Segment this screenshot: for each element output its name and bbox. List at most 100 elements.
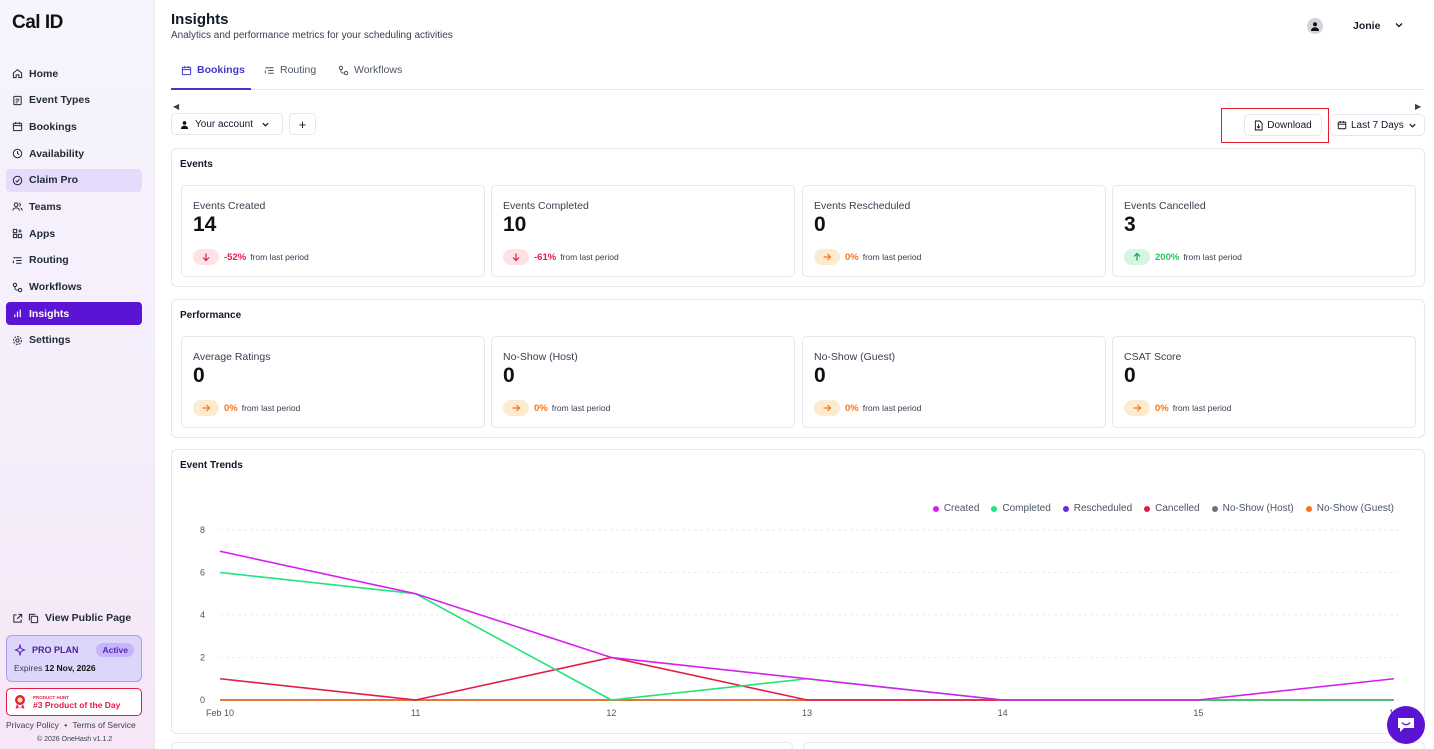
account-select[interactable]: Your account: [171, 113, 283, 135]
change-suffix: from last period: [560, 252, 619, 262]
tab-bookings[interactable]: Bookings: [181, 64, 245, 76]
user-menu[interactable]: Jonie: [1307, 18, 1404, 34]
account-select-label: Your account: [195, 118, 254, 130]
sidebar-item-settings[interactable]: Settings: [6, 329, 142, 352]
x-tick-label: 13: [802, 708, 812, 718]
sidebar-item-label: Claim Pro: [29, 174, 79, 187]
tab-workflows[interactable]: Workflows: [338, 64, 402, 76]
legend-label: Cancelled: [1155, 503, 1200, 514]
sidebar-item-apps[interactable]: Apps: [6, 222, 142, 245]
sidebar-item-workflows[interactable]: Workflows: [6, 276, 142, 299]
user-icon: [180, 120, 189, 129]
change-suffix: from last period: [862, 252, 922, 262]
event-types-icon: [12, 95, 23, 106]
legend-item[interactable]: Completed: [991, 503, 1051, 514]
sidebar-nav: Home Event Types Bookings Availability C…: [6, 62, 142, 356]
x-tick-label: Feb 10: [206, 708, 234, 718]
legend-item[interactable]: Rescheduled: [1062, 503, 1132, 514]
routing-icon: [12, 255, 23, 266]
sidebar-item-routing[interactable]: Routing: [6, 249, 142, 272]
sidebar-item-label: Routing: [29, 254, 69, 267]
users-icon: [12, 201, 23, 212]
change-percent: 0%: [224, 402, 238, 414]
events-section: Events Events Created 14 -52% from last …: [171, 148, 1425, 287]
stat-card-events-completed: Events Completed 10 -61% from last perio…: [491, 185, 795, 277]
privacy-policy-link[interactable]: Privacy Policy: [6, 720, 59, 730]
stat-label: CSAT Score: [1124, 351, 1182, 363]
stat-label: Events Created: [193, 200, 266, 212]
legend-label: No-Show (Host): [1222, 503, 1294, 514]
scroll-left-arrow-icon[interactable]: ◀: [173, 102, 180, 111]
sidebar-item-teams[interactable]: Teams: [6, 195, 142, 218]
legend-item[interactable]: No-Show (Guest): [1305, 503, 1394, 514]
tab-label: Bookings: [197, 64, 245, 76]
download-button[interactable]: Download: [1244, 114, 1322, 136]
calendar-icon: [1337, 120, 1347, 130]
claim-pro-icon: [12, 175, 23, 186]
view-public-page-link[interactable]: View Public Page: [12, 612, 131, 624]
footer-links: Privacy Policy • Terms of Service: [6, 720, 136, 730]
series-line-completed: [219, 571, 1394, 701]
stat-value: 14: [193, 213, 217, 236]
copyright: © 2026 OneHash v1.1.2: [37, 736, 113, 743]
chat-icon: [1396, 716, 1416, 734]
active-tab-indicator: [171, 88, 251, 90]
legend-swatch: [932, 505, 939, 512]
stat-label: Events Rescheduled: [814, 200, 911, 212]
arrow-right-icon: [503, 400, 529, 416]
stat-label: Events Cancelled: [1124, 200, 1206, 212]
sidebar-item-home[interactable]: Home: [6, 62, 142, 85]
terms-of-service-link[interactable]: Terms of Service: [72, 720, 136, 730]
stat-card-csat-score: CSAT Score 0 0% from last period: [1112, 336, 1416, 428]
insights-tabs: Bookings Routing Workflows: [171, 56, 1425, 90]
file-download-icon: [1254, 120, 1263, 131]
sidebar-item-label: Apps: [29, 227, 56, 240]
legend-item[interactable]: Created: [932, 503, 980, 514]
y-tick-label: 6: [200, 568, 205, 578]
arrow-right-icon: [1124, 400, 1150, 416]
change-suffix: from last period: [551, 403, 611, 413]
bar-chart-icon: [12, 308, 23, 319]
chart-legend: Created Completed Rescheduled Cancelled …: [921, 503, 1394, 514]
sidebar-item-event-types[interactable]: Event Types: [6, 89, 142, 112]
stat-change: -52% from last period: [193, 249, 309, 265]
change-suffix: from last period: [1183, 252, 1242, 262]
sidebar: Cal ID Home Event Types Bookings Availab…: [0, 0, 155, 749]
legend-swatch: [1211, 505, 1218, 512]
stat-change: 0% from last period: [814, 249, 921, 265]
page-title: Insights: [171, 11, 229, 28]
arrow-right-icon: [814, 249, 840, 265]
legend-label: Created: [943, 503, 980, 514]
sidebar-item-claim-pro[interactable]: Claim Pro: [6, 168, 142, 192]
stat-value: 3: [1124, 213, 1136, 236]
legend-item[interactable]: No-Show (Host): [1211, 503, 1294, 514]
stat-label: No-Show (Host): [503, 351, 578, 363]
add-filter-button[interactable]: +: [289, 113, 316, 135]
stat-card-events-rescheduled: Events Rescheduled 0 0% from last period: [802, 185, 1106, 277]
pro-plan-card[interactable]: PRO PLAN Active Expires 12 Nov, 2026: [6, 635, 142, 682]
legend-item[interactable]: Cancelled: [1144, 503, 1200, 514]
chevron-down-icon: [1394, 20, 1404, 33]
sidebar-item-availability[interactable]: Availability: [6, 142, 142, 165]
sidebar-item-insights[interactable]: Insights: [6, 302, 142, 326]
workflows-icon: [12, 282, 23, 293]
product-hunt-badge[interactable]: PRODUCT HUNT #3 Product of the Day: [6, 688, 142, 716]
expiry-date: 12 Nov, 2026: [44, 663, 96, 673]
stat-change: 0% from last period: [814, 400, 921, 416]
arrow-down-icon: [193, 249, 219, 265]
x-tick-label: 15: [1193, 708, 1203, 718]
chat-button[interactable]: [1387, 706, 1425, 744]
sidebar-item-bookings[interactable]: Bookings: [6, 115, 142, 138]
scroll-right-arrow-icon[interactable]: ▶: [1415, 102, 1422, 111]
apps-icon: [12, 228, 23, 239]
tab-routing[interactable]: Routing: [264, 64, 316, 76]
copy-icon[interactable]: [28, 613, 39, 624]
sidebar-item-label: Insights: [29, 307, 70, 320]
stat-card-no-show-host: No-Show (Host) 0 0% from last period: [491, 336, 795, 428]
date-range-select[interactable]: Last 7 Days: [1330, 114, 1425, 136]
clock-icon: [12, 148, 23, 159]
change-suffix: from last period: [241, 403, 301, 413]
app-logo[interactable]: Cal ID: [12, 12, 63, 33]
chevron-down-icon: [1408, 121, 1417, 130]
